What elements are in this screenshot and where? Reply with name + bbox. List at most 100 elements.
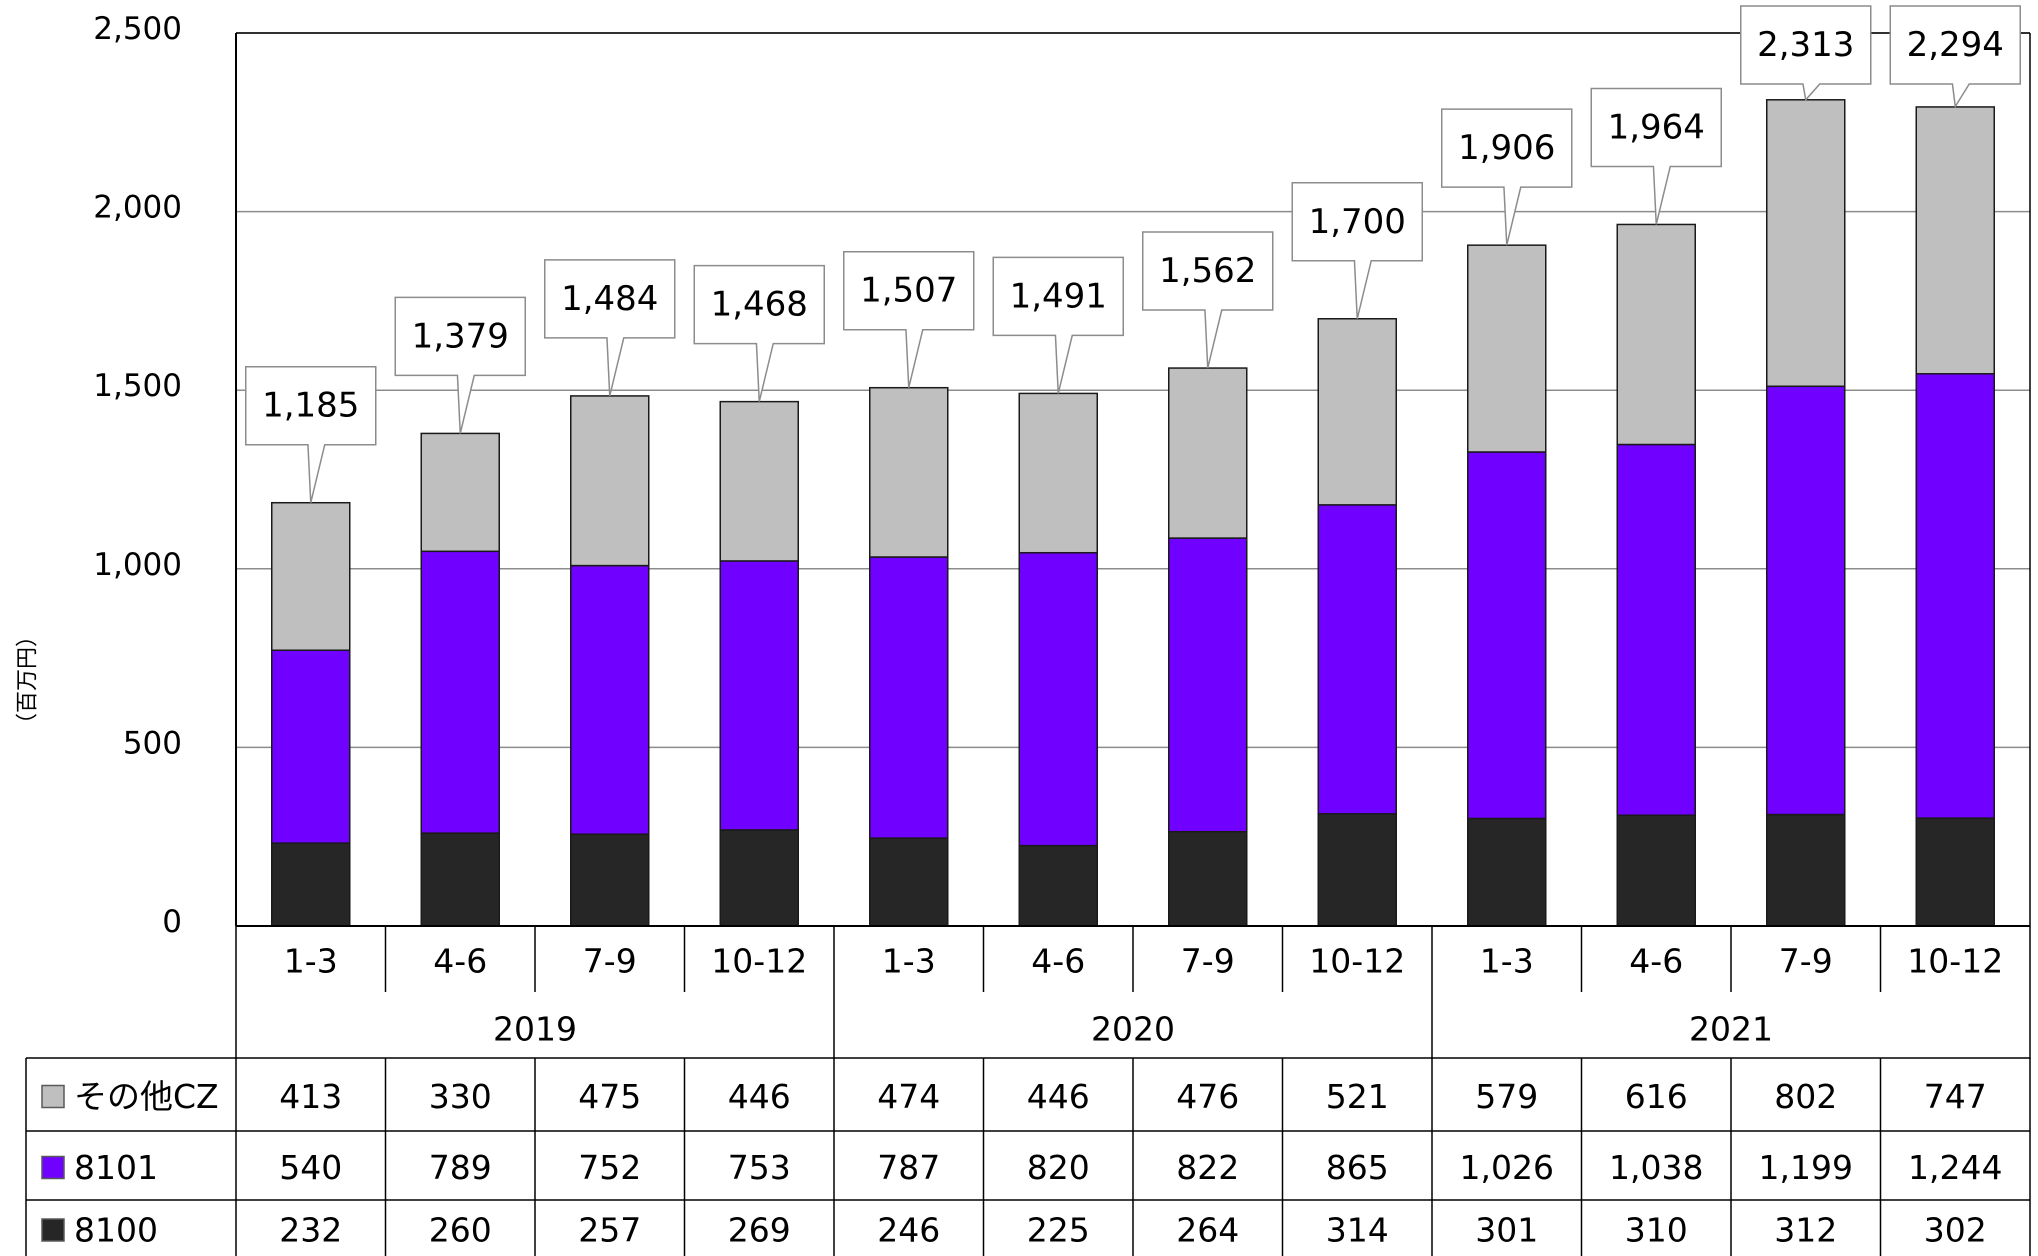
- bar-other-cz: [1616, 223, 1696, 446]
- year-group-label: 2019: [493, 1010, 577, 1049]
- total-label: 1,700: [1309, 202, 1406, 242]
- x-tick-label: 7-9: [1181, 942, 1235, 981]
- table-cell: 540: [279, 1148, 342, 1187]
- table-cell: 753: [728, 1148, 791, 1187]
- table-cell: 579: [1475, 1077, 1538, 1116]
- table-cell: 1,244: [1908, 1148, 2002, 1187]
- legend-label: 8101: [74, 1148, 158, 1187]
- year-group-label: 2021: [1689, 1010, 1773, 1049]
- total-label: 1,185: [262, 386, 359, 426]
- table-cell: 312: [1774, 1211, 1837, 1250]
- table-cell: 446: [1027, 1077, 1090, 1116]
- bar-8101: [719, 560, 799, 831]
- bar-8101: [1766, 385, 1846, 816]
- total-callout: [1291, 182, 1423, 319]
- bar-8101: [1168, 537, 1248, 833]
- bar-other-cz: [1317, 318, 1397, 506]
- total-label: 1,468: [711, 285, 808, 325]
- total-label: 1,964: [1608, 107, 1705, 147]
- year-group-label: 2020: [1091, 1010, 1175, 1049]
- bar-8100: [1018, 844, 1098, 927]
- table-cell: 446: [728, 1077, 791, 1116]
- bar-other-cz: [1467, 244, 1547, 453]
- bar-8101: [1018, 551, 1098, 847]
- x-tick-label: 4-6: [1031, 942, 1085, 981]
- table-cell: 521: [1326, 1077, 1389, 1116]
- bar-8101: [1467, 451, 1547, 820]
- table-cell: 264: [1176, 1211, 1239, 1250]
- bar-8100: [1317, 813, 1397, 927]
- total-label: 2,294: [1907, 25, 2004, 65]
- total-label: 1,484: [561, 279, 658, 319]
- x-tick-label: 4-6: [433, 942, 487, 981]
- table-cell: 476: [1176, 1077, 1239, 1116]
- bar-8101: [570, 564, 650, 835]
- bar-8101: [1915, 373, 1995, 819]
- total-callout: [1740, 5, 1872, 102]
- table-cell: 475: [578, 1077, 641, 1116]
- bar-8101: [869, 556, 949, 839]
- bar-other-cz: [1915, 106, 1995, 375]
- bar-8100: [271, 842, 351, 927]
- y-tick-label: 500: [123, 725, 182, 761]
- bar-8100: [1616, 814, 1696, 927]
- bar-other-cz: [869, 386, 949, 558]
- total-label: 1,562: [1159, 251, 1256, 291]
- x-tick-label: 1-3: [1480, 942, 1534, 981]
- bar-8100: [1766, 813, 1846, 927]
- bar-other-cz: [1168, 367, 1248, 539]
- table-cell: 789: [429, 1148, 492, 1187]
- table-cell: 474: [877, 1077, 940, 1116]
- total-label: 1,507: [860, 271, 957, 311]
- table-cell: 1,038: [1609, 1148, 1703, 1187]
- table-cell: 260: [429, 1211, 492, 1250]
- total-callout: [544, 259, 676, 397]
- bar-8100: [719, 829, 799, 927]
- x-tick-label: 7-9: [1779, 942, 1833, 981]
- table-cell: 257: [578, 1211, 641, 1250]
- total-callout: [394, 296, 526, 434]
- x-tick-label: 1-3: [882, 942, 936, 981]
- y-tick-label: 0: [162, 904, 182, 940]
- table-cell: 232: [279, 1211, 342, 1250]
- x-tick-label: 10-12: [1907, 942, 2003, 981]
- table-cell: 269: [728, 1211, 791, 1250]
- y-axis-label: （百万円）: [16, 625, 41, 735]
- table-cell: 1,199: [1759, 1148, 1853, 1187]
- bar-8101: [1616, 443, 1696, 817]
- x-tick-label: 10-12: [1309, 942, 1405, 981]
- total-label: 2,313: [1757, 25, 1854, 65]
- bar-8100: [869, 837, 949, 927]
- table-cell: 787: [877, 1148, 940, 1187]
- bar-8100: [420, 832, 500, 927]
- table-cell: 822: [1176, 1148, 1239, 1187]
- total-label: 1,379: [412, 316, 509, 356]
- table-cell: 820: [1027, 1148, 1090, 1187]
- legend-swatch: [41, 1155, 65, 1180]
- total-callout: [992, 256, 1124, 394]
- legend-swatch: [41, 1084, 65, 1109]
- x-tick-label: 4-6: [1629, 942, 1683, 981]
- total-callout: [843, 250, 975, 388]
- table-cell: 747: [1924, 1077, 1987, 1116]
- table-cell: 413: [279, 1077, 342, 1116]
- table-cell: 802: [1774, 1077, 1837, 1116]
- bar-other-cz: [719, 400, 799, 562]
- table-cell: 225: [1027, 1211, 1090, 1250]
- bar-other-cz: [420, 432, 500, 553]
- table-cell: 1,026: [1460, 1148, 1554, 1187]
- table-cell: 302: [1924, 1211, 1987, 1250]
- bar-other-cz: [570, 395, 650, 567]
- total-callout: [1441, 108, 1573, 246]
- bar-8100: [1915, 817, 1995, 927]
- legend-label: その他CZ: [74, 1077, 219, 1116]
- total-callout: [1889, 5, 2021, 109]
- y-tick-label: 2,000: [93, 190, 182, 226]
- total-label: 1,491: [1010, 276, 1107, 316]
- table-cell: 301: [1475, 1211, 1538, 1250]
- bar-8101: [1317, 504, 1397, 815]
- table-cell: 616: [1625, 1077, 1688, 1116]
- bar-other-cz: [271, 501, 351, 651]
- total-callout: [1142, 231, 1274, 369]
